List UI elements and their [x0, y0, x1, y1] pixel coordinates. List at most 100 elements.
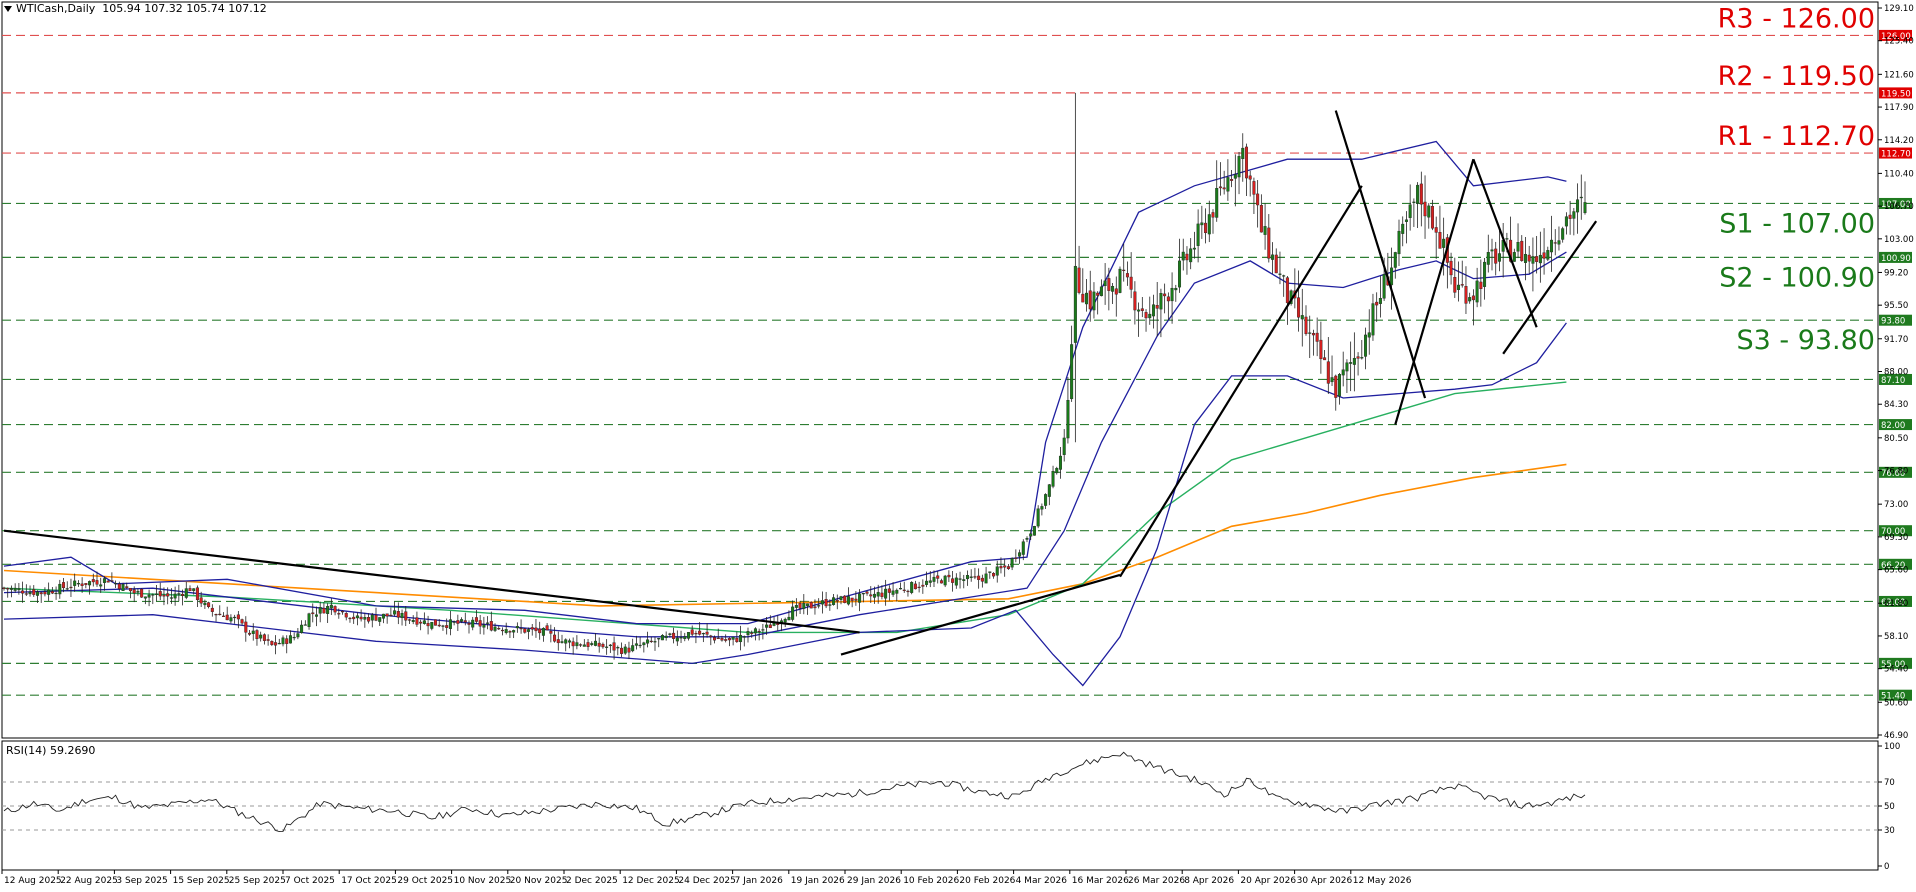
- rsi-tick-label-30: 30: [1884, 826, 1895, 836]
- candle-body: [1326, 361, 1330, 384]
- candle-body: [225, 614, 229, 621]
- candle-body: [750, 632, 754, 634]
- candle: [1133, 281, 1137, 325]
- candle: [274, 635, 278, 655]
- candle: [634, 635, 638, 650]
- candle: [571, 637, 575, 655]
- candle-body: [1174, 288, 1178, 291]
- candle-body: [787, 616, 791, 621]
- candle: [802, 594, 806, 615]
- candle: [1453, 257, 1457, 298]
- candle-body: [731, 636, 735, 640]
- candle: [1285, 276, 1289, 325]
- candle-body: [1319, 339, 1323, 360]
- trendline-2: [1119, 185, 1363, 578]
- y-tick-label-4: 114.20: [1884, 136, 1914, 146]
- candle-body: [843, 595, 847, 603]
- candle-body: [954, 577, 958, 586]
- candle-body: [28, 591, 32, 595]
- candle: [128, 587, 132, 599]
- candle: [977, 568, 981, 589]
- candle-body: [251, 630, 255, 634]
- candle: [519, 619, 523, 634]
- candle: [880, 585, 884, 600]
- candle: [1352, 332, 1356, 392]
- candle-body: [1207, 214, 1211, 235]
- candle-body: [1222, 187, 1226, 190]
- candle: [943, 574, 947, 588]
- candle: [367, 613, 371, 624]
- candle-body: [969, 576, 973, 578]
- candle-body: [47, 589, 51, 595]
- candle-body: [1062, 437, 1066, 455]
- candle: [672, 627, 676, 644]
- candle: [1092, 282, 1096, 319]
- candle-body: [1304, 316, 1308, 335]
- candle-body: [500, 629, 504, 632]
- y-tick-label-5: 110.40: [1884, 169, 1914, 179]
- candle: [1211, 209, 1215, 234]
- candle: [229, 614, 233, 624]
- candle-body: [99, 584, 103, 587]
- candle: [266, 634, 270, 646]
- candle-body: [1185, 253, 1189, 261]
- candle-body: [314, 614, 318, 617]
- candle: [1129, 252, 1133, 299]
- candle: [709, 634, 713, 646]
- candle: [404, 606, 408, 627]
- candle: [1010, 557, 1014, 571]
- candle: [1300, 288, 1304, 347]
- candle: [1483, 257, 1487, 300]
- candle-body: [1021, 541, 1025, 555]
- candle-body: [1241, 147, 1245, 160]
- candle-body: [1218, 186, 1222, 189]
- candle-body: [1032, 526, 1036, 536]
- candle-body: [1486, 252, 1490, 265]
- candle: [623, 644, 627, 655]
- candle-body: [1018, 552, 1022, 557]
- candle: [493, 623, 497, 633]
- candle-body: [1345, 362, 1349, 372]
- candle: [1535, 235, 1539, 274]
- candle-body: [1282, 275, 1286, 277]
- candle-body: [1003, 565, 1007, 568]
- level-tag-bg: [1879, 558, 1912, 570]
- candle: [169, 588, 173, 604]
- candle-body: [155, 593, 159, 595]
- candle: [177, 584, 181, 602]
- candle: [951, 570, 955, 592]
- candle: [575, 635, 579, 650]
- candle: [1237, 152, 1241, 195]
- candle: [1337, 373, 1341, 405]
- candle-body: [1058, 455, 1062, 470]
- candle: [1018, 549, 1022, 564]
- x-tick-label-19: 16 Mar 2026: [1072, 876, 1129, 886]
- candle: [337, 608, 341, 619]
- candle: [1271, 242, 1275, 274]
- candle-body: [1040, 506, 1044, 510]
- candle: [344, 611, 348, 621]
- candle-body: [593, 640, 597, 646]
- candle-body: [1483, 261, 1487, 287]
- candle-body: [739, 634, 743, 643]
- candle: [995, 560, 999, 583]
- chart-menu-triangle-icon[interactable]: [4, 6, 12, 12]
- candle-body: [1096, 292, 1100, 296]
- candle-body: [430, 621, 434, 629]
- candle-body: [1375, 301, 1379, 306]
- candle-body: [713, 637, 717, 641]
- candle: [1137, 302, 1141, 337]
- x-tick-label-17: 20 Feb 2026: [959, 876, 1015, 886]
- candle-body: [474, 617, 478, 622]
- candle: [1401, 216, 1405, 247]
- candle-body: [1133, 291, 1137, 311]
- candle-body: [560, 641, 564, 643]
- candle-body: [1516, 242, 1520, 252]
- candle: [370, 612, 374, 628]
- candle-body: [571, 641, 575, 647]
- candle: [1572, 208, 1576, 236]
- candle-body: [530, 627, 534, 630]
- candle-body: [582, 644, 586, 647]
- candle: [9, 585, 13, 598]
- candle: [225, 606, 229, 621]
